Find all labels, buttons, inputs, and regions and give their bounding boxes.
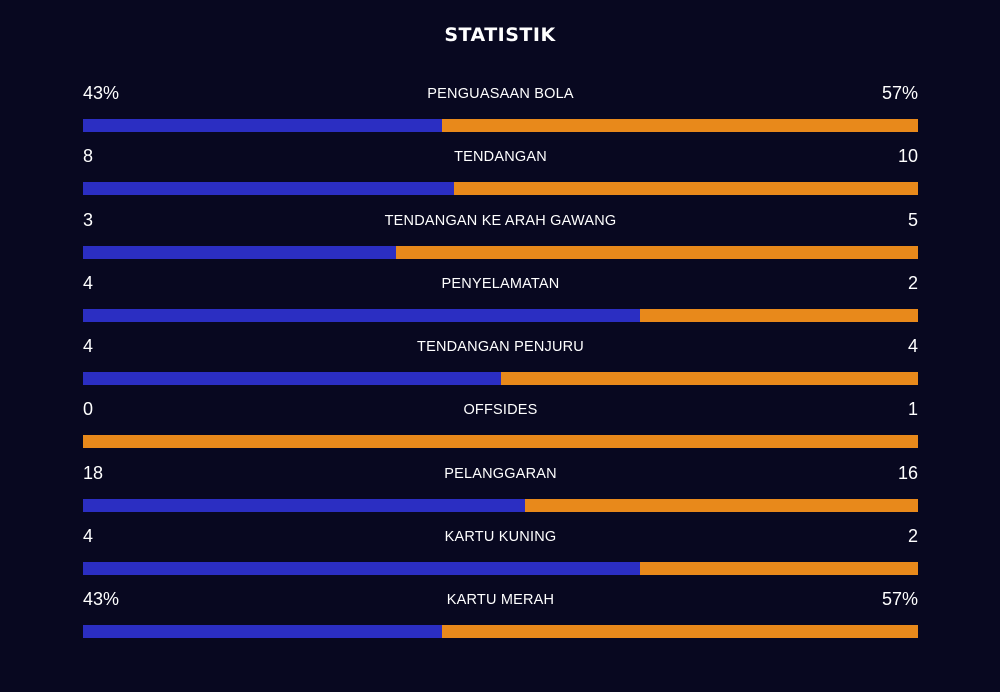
- away-value: 1: [907, 399, 918, 420]
- stat-bar: [83, 435, 918, 449]
- stat-bar: [83, 182, 918, 196]
- home-value: 3: [83, 209, 94, 230]
- stat-label: PENGUASAAN BOLA: [427, 86, 574, 102]
- home-value: 43%: [83, 589, 120, 610]
- away-bar-segment: [83, 435, 918, 449]
- stats-list: 43% PENGUASAAN BOLA 57% 8 TENDANGAN 10 3…: [83, 79, 918, 649]
- stat-row-tendangan-ke-arah-gawang: 3 TENDANGAN KE ARAH GAWANG 5: [83, 206, 918, 269]
- home-bar-segment: [83, 498, 525, 512]
- home-value: 4: [83, 272, 94, 293]
- stat-row-kartu-kuning: 4 KARTU KUNING 2: [83, 522, 918, 585]
- stat-label: OFFSIDES: [463, 402, 538, 419]
- home-bar-segment: [83, 119, 443, 132]
- away-value: 2: [907, 272, 918, 293]
- away-value: 4: [907, 336, 918, 357]
- stat-row-tendangan-penjuru: 4 TENDANGAN PENJURU 4: [83, 332, 918, 395]
- away-bar-segment: [442, 625, 918, 639]
- stat-label: KARTU KUNING: [444, 529, 557, 546]
- stat-row-penyelamatan: 4 PENYELAMATAN 2: [83, 269, 918, 332]
- stat-bar: [83, 245, 918, 259]
- stat-label: PENYELAMATAN: [441, 275, 560, 292]
- away-bar-segment: [453, 182, 918, 196]
- away-value: 16: [897, 462, 918, 483]
- stat-row-tendangan: 8 TENDANGAN 10: [83, 142, 918, 205]
- away-value: 57%: [881, 83, 918, 103]
- away-value: 57%: [881, 589, 918, 610]
- home-value: 0: [83, 399, 94, 420]
- stat-bar: [83, 372, 918, 386]
- stat-row-penguasaan-bola: 43% PENGUASAAN BOLA 57%: [83, 79, 918, 142]
- home-bar-segment: [83, 625, 443, 639]
- stat-label: TENDANGAN PENJURU: [417, 339, 584, 356]
- away-bar-segment: [639, 308, 918, 322]
- home-bar-segment: [83, 308, 640, 322]
- stat-label: TENDANGAN: [454, 149, 547, 166]
- home-bar-segment: [83, 245, 397, 259]
- home-bar-segment: [83, 562, 640, 576]
- away-value: 5: [907, 209, 918, 230]
- page-title: STATISTIK: [444, 24, 556, 46]
- home-value: 18: [83, 462, 104, 483]
- stat-label: KARTU MERAH: [446, 592, 555, 609]
- away-value: 10: [897, 146, 918, 167]
- stat-row-offsides: 0 OFFSIDES 1: [83, 395, 918, 458]
- home-value: 4: [83, 336, 94, 357]
- away-value: 2: [907, 526, 918, 547]
- stat-row-kartu-merah: 43% KARTU MERAH 57%: [83, 585, 918, 648]
- away-bar-segment: [396, 245, 918, 259]
- home-value: 8: [83, 146, 94, 167]
- stat-label: PELANGGARAN: [444, 465, 557, 482]
- away-bar-segment: [639, 562, 918, 576]
- stat-row-pelanggaran: 18 PELANGGARAN 16: [83, 459, 918, 522]
- home-bar-segment: [83, 182, 454, 196]
- stat-bar: [83, 562, 918, 576]
- away-bar-segment: [500, 372, 918, 386]
- stat-bar: [83, 498, 918, 512]
- stat-bar: [83, 625, 918, 639]
- home-value: 4: [83, 526, 94, 547]
- away-bar-segment: [442, 119, 918, 132]
- stat-label: TENDANGAN KE ARAH GAWANG: [384, 212, 617, 229]
- home-value: 43%: [83, 83, 120, 103]
- stat-bar: [83, 119, 918, 132]
- away-bar-segment: [524, 498, 918, 512]
- stat-bar: [83, 308, 918, 322]
- home-bar-segment: [83, 372, 501, 386]
